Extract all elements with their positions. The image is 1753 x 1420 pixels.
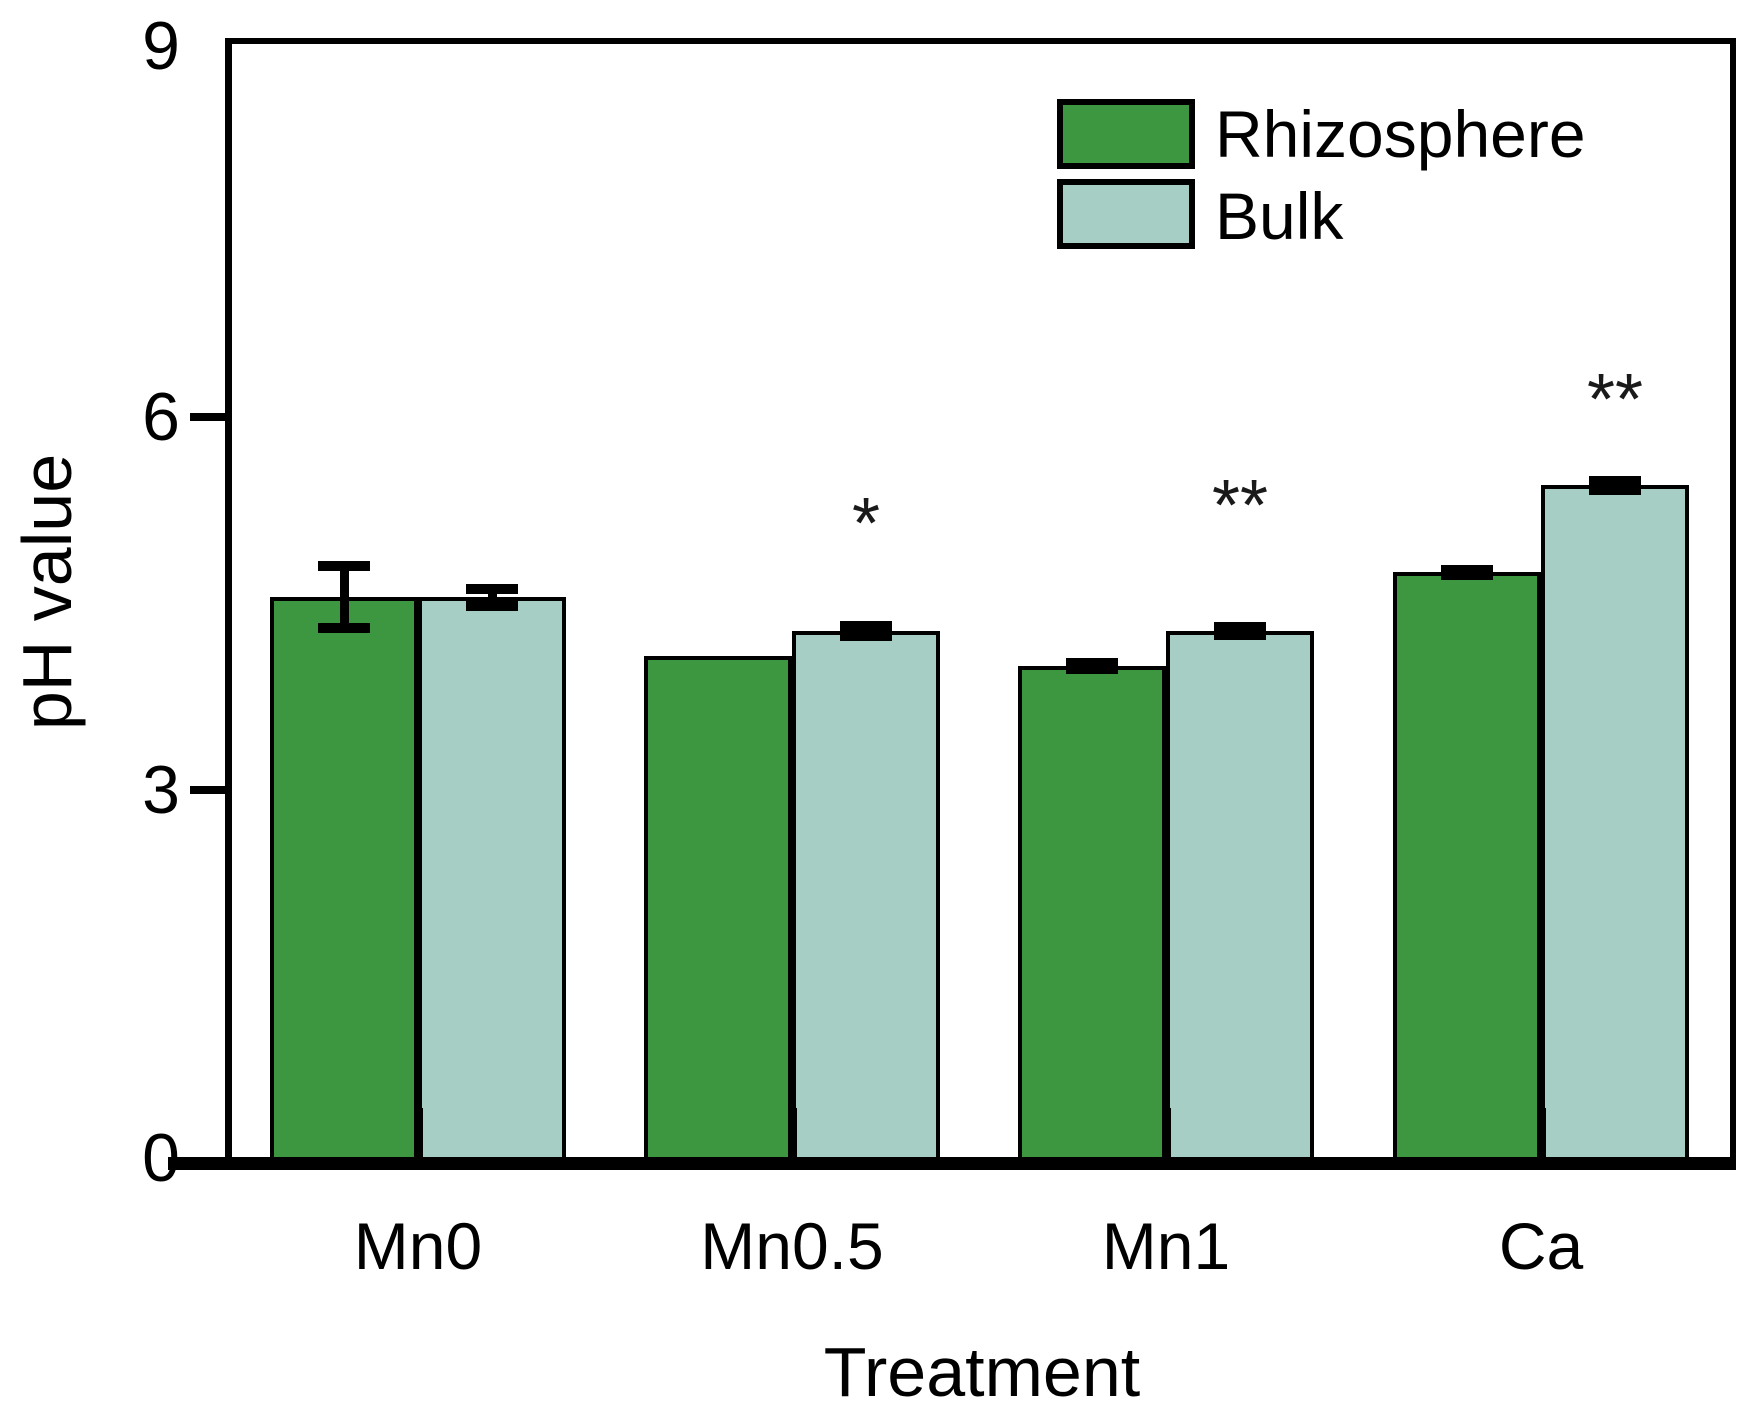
x-category-label-Ca: Ca (1498, 1209, 1584, 1283)
error-bar-cap-upper-rhizosphere-Mn1 (1066, 657, 1118, 668)
y-tick-label-9: 9 (142, 8, 180, 84)
x-axis-line (168, 1157, 1736, 1170)
error-bar-cap-upper-bulk-Mn1 (1214, 622, 1266, 633)
legend-label-bulk: Bulk (1215, 179, 1344, 253)
error-bar-cap-lower-rhizosphere-Mn1 (1066, 663, 1118, 674)
error-bar-cap-lower-bulk-Mn1 (1214, 629, 1266, 640)
error-bar-cap-upper-bulk-Mn0.5 (840, 620, 892, 631)
x-tick-Mn0.5 (787, 1108, 797, 1163)
bar-rhizosphere-Mn0 (270, 597, 418, 1163)
y-tick-label-3: 3 (142, 752, 180, 828)
y-tick-label-0: 0 (142, 1120, 180, 1196)
significance-mark-Mn1: ** (1211, 465, 1269, 546)
bar-rhizosphere-Mn0.5 (644, 655, 792, 1163)
x-tick-Mn0 (413, 1108, 423, 1163)
legend-swatch-bulk (1057, 179, 1195, 249)
plot-area-border (225, 38, 1736, 1170)
bar-bulk-Mn0.5 (792, 630, 940, 1163)
bar-bulk-Ca (1541, 485, 1689, 1163)
error-bar-cap-lower-rhizosphere-Mn0 (318, 623, 370, 634)
x-axis-title: Treatment (823, 1333, 1141, 1411)
bar-rhizosphere-Ca (1393, 572, 1541, 1163)
bar-bulk-Mn0 (418, 597, 566, 1163)
legend-swatch-rhizosphere (1057, 99, 1195, 169)
bar-rhizosphere-Mn1 (1018, 665, 1166, 1163)
error-bar-cap-upper-bulk-Mn0 (466, 583, 518, 594)
error-bar-cap-upper-rhizosphere-Mn0 (318, 561, 370, 572)
y-tick-6 (190, 413, 228, 421)
error-bar-cap-lower-bulk-Ca (1589, 484, 1641, 495)
y-tick-label-6: 6 (142, 379, 180, 455)
y-tick-3 (190, 786, 228, 794)
error-bar-cap-lower-bulk-Mn0.5 (840, 630, 892, 641)
x-tick-Mn1 (1161, 1108, 1171, 1163)
x-category-label-Mn1: Mn1 (1101, 1209, 1231, 1283)
error-bar-stem-bulk-Mn0 (487, 588, 497, 606)
significance-mark-Ca: ** (1586, 360, 1644, 441)
x-category-label-Mn0: Mn0 (353, 1209, 483, 1283)
x-category-label-Mn0.5: Mn0.5 (700, 1209, 884, 1283)
legend-label-rhizosphere: Rhizosphere (1215, 97, 1586, 171)
bar-bulk-Mn1 (1166, 630, 1314, 1163)
significance-mark-Mn0.5: * (851, 484, 881, 565)
error-bar-cap-lower-rhizosphere-Ca (1441, 569, 1493, 580)
y-axis-title: pH value (8, 453, 86, 731)
error-bar-cap-upper-bulk-Ca (1589, 476, 1641, 487)
error-bar-cap-lower-bulk-Mn0 (466, 601, 518, 611)
error-bar-stem-rhizosphere-Mn0 (339, 566, 349, 629)
x-tick-Ca (1536, 1108, 1546, 1163)
